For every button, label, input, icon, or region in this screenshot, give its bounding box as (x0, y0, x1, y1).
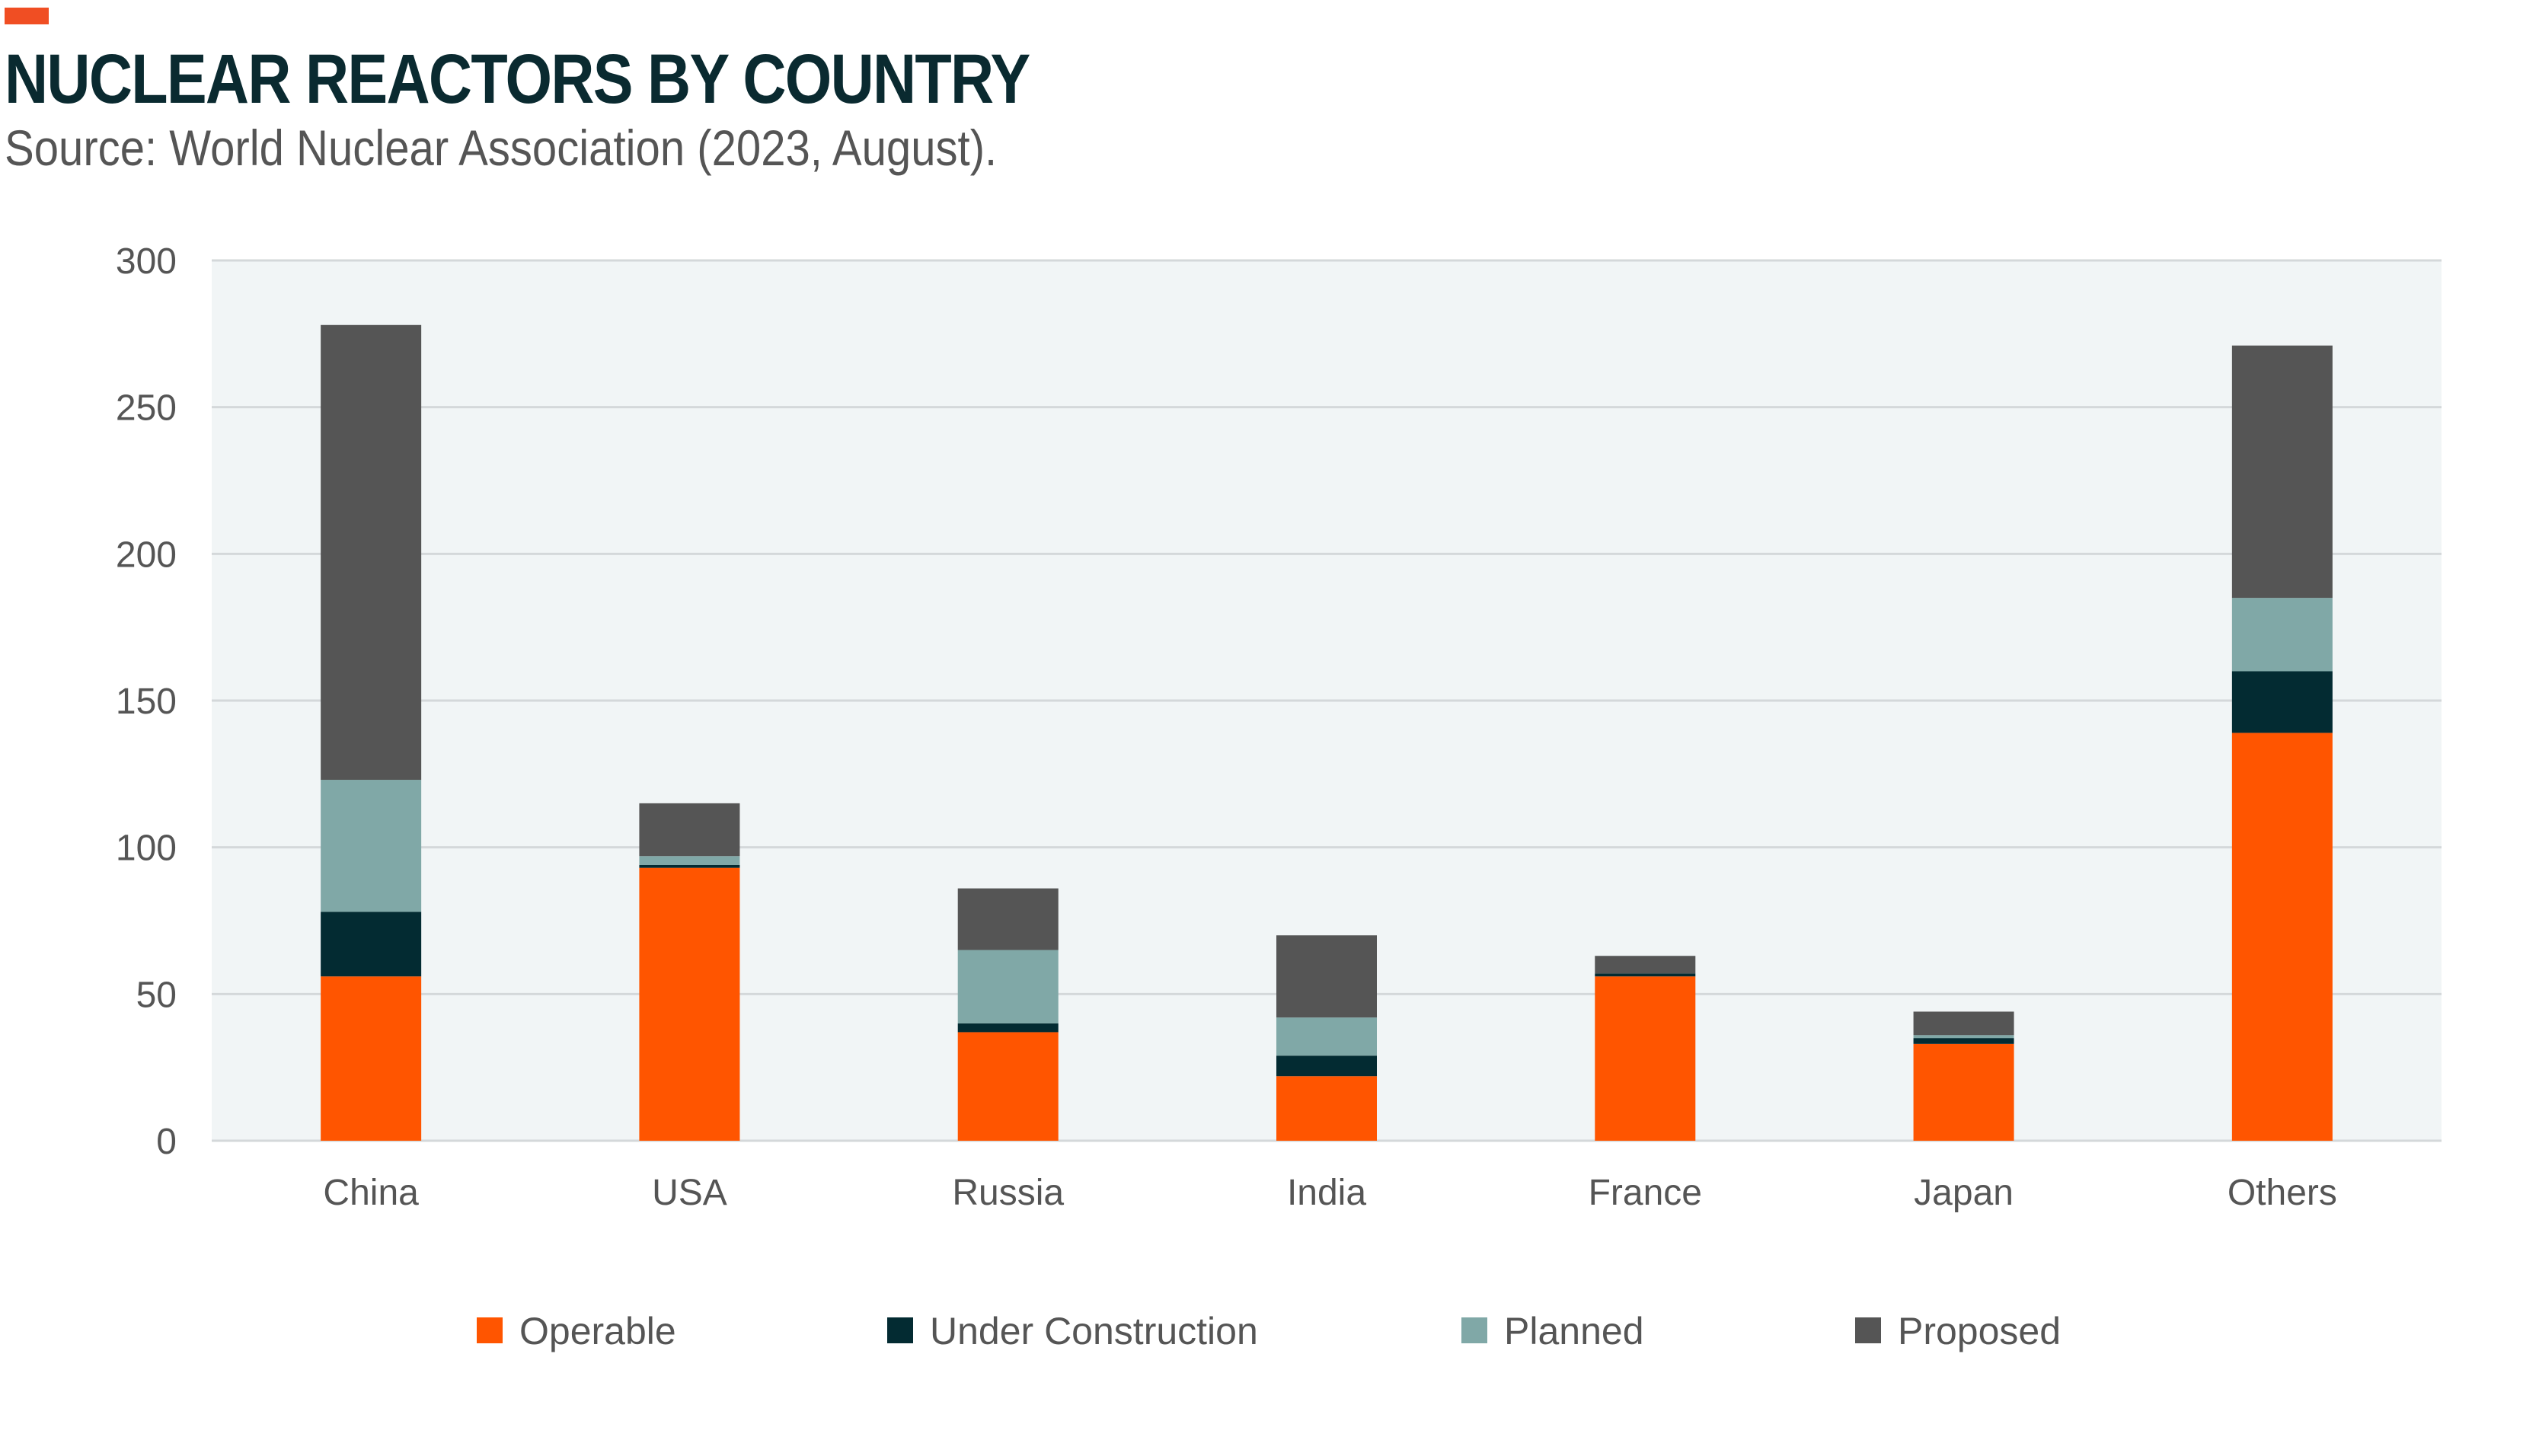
bar-segment-operable (2231, 733, 2333, 1141)
x-tick-label: USA (652, 1173, 727, 1213)
bar-segment-under-construction (1276, 1055, 1377, 1077)
x-tick-label: Russia (952, 1173, 1064, 1213)
bar-segment-proposed (1276, 935, 1377, 1018)
bar-segment-operable (957, 1032, 1059, 1141)
y-tick-label: 250 (116, 388, 177, 429)
bar-segment-under-construction (2231, 671, 2333, 733)
bar-segment-operable (1595, 976, 1696, 1141)
legend-swatch (477, 1317, 503, 1343)
bar-segment-proposed (1913, 1011, 2014, 1036)
bar-segment-under-construction (1595, 973, 1696, 977)
y-tick-label: 300 (116, 241, 177, 282)
y-tick-label: 150 (116, 682, 177, 722)
bar-segment-proposed (957, 888, 1059, 950)
y-tick-label: 0 (156, 1122, 177, 1162)
legend-label: Proposed (1898, 1310, 2061, 1352)
legend-label: Operable (519, 1310, 676, 1352)
legend-swatch (1855, 1317, 1881, 1343)
legend-swatch (887, 1317, 913, 1343)
bar-segment-under-construction (321, 912, 422, 977)
bar-segment-under-construction (957, 1023, 1059, 1033)
bar-segment-proposed (639, 803, 740, 857)
bar-segment-operable (321, 976, 422, 1141)
chart-subtitle: Source: World Nuclear Association (2023,… (5, 120, 998, 176)
x-tick-label: China (323, 1173, 419, 1213)
legend-label: Planned (1504, 1310, 1644, 1352)
bar-segment-proposed (1595, 956, 1696, 974)
bar-segment-planned (321, 780, 422, 912)
bar-segment-planned (957, 950, 1059, 1023)
bar-segment-planned (2231, 598, 2333, 672)
x-tick-label: France (1589, 1173, 1702, 1213)
bar-segment-operable (1276, 1076, 1377, 1141)
x-tick-label: India (1287, 1173, 1366, 1213)
accent-bar (5, 8, 49, 24)
bar-segment-planned (639, 856, 740, 865)
bar-segment-planned (1276, 1017, 1377, 1056)
bar-segment-operable (1913, 1043, 2014, 1141)
legend-label: Under Construction (930, 1310, 1258, 1352)
legend-swatch (1461, 1317, 1487, 1343)
y-tick-label: 100 (116, 829, 177, 869)
y-tick-label: 200 (116, 535, 177, 575)
x-tick-label: Others (2228, 1173, 2337, 1213)
chart-title: NUCLEAR REACTORS BY COUNTRY (5, 40, 1030, 118)
bar-segment-under-construction (639, 864, 740, 868)
y-tick-label: 50 (136, 975, 177, 1015)
bar-segment-under-construction (1913, 1038, 2014, 1044)
bar-segment-planned (1913, 1035, 2014, 1039)
bar-segment-operable (639, 867, 740, 1141)
x-tick-label: Japan (1914, 1173, 2014, 1213)
bar-segment-proposed (2231, 345, 2333, 599)
bar-segment-proposed (321, 324, 422, 781)
